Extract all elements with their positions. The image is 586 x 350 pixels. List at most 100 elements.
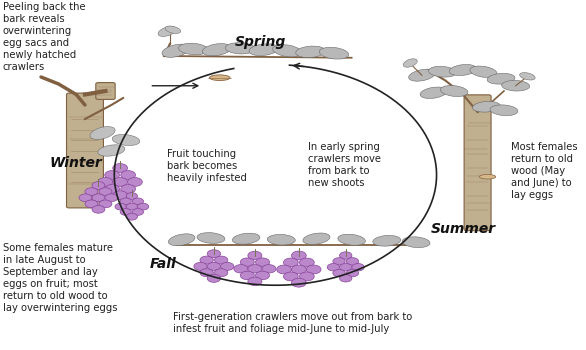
Circle shape [98, 177, 113, 186]
Circle shape [262, 265, 276, 273]
Text: Summer: Summer [431, 222, 496, 236]
Circle shape [248, 251, 262, 260]
Ellipse shape [403, 59, 417, 67]
Circle shape [126, 203, 138, 210]
Ellipse shape [90, 127, 115, 139]
Circle shape [115, 203, 126, 210]
Text: First-generation crawlers move out from bark to
infest fruit and foliage mid-Jun: First-generation crawlers move out from … [173, 312, 412, 334]
Ellipse shape [440, 85, 468, 97]
Circle shape [126, 193, 138, 200]
Circle shape [113, 191, 128, 199]
Ellipse shape [168, 234, 195, 246]
Ellipse shape [267, 234, 295, 245]
Circle shape [132, 209, 144, 215]
Circle shape [339, 264, 352, 271]
Text: Spring: Spring [234, 35, 285, 49]
Circle shape [220, 262, 234, 270]
Ellipse shape [112, 134, 140, 146]
Circle shape [99, 188, 112, 196]
Circle shape [248, 265, 262, 273]
Ellipse shape [520, 72, 535, 80]
Circle shape [79, 194, 92, 202]
Circle shape [113, 177, 128, 186]
Circle shape [85, 188, 98, 196]
Circle shape [284, 272, 298, 281]
Ellipse shape [165, 26, 180, 34]
Circle shape [105, 194, 118, 202]
Circle shape [132, 198, 144, 205]
Circle shape [255, 258, 270, 266]
Text: In early spring
crawlers move
from bark to
new shoots: In early spring crawlers move from bark … [308, 142, 381, 188]
Ellipse shape [472, 102, 500, 112]
Text: Fruit touching
bark becomes
heavily infested: Fruit touching bark becomes heavily infe… [167, 149, 247, 183]
Circle shape [291, 265, 306, 274]
Ellipse shape [202, 44, 231, 56]
Circle shape [240, 258, 254, 266]
Ellipse shape [249, 44, 278, 56]
Circle shape [200, 256, 213, 264]
Circle shape [306, 265, 321, 274]
Circle shape [207, 262, 220, 270]
Circle shape [277, 265, 291, 274]
Circle shape [138, 203, 149, 210]
Ellipse shape [162, 44, 190, 57]
Circle shape [105, 170, 120, 180]
Ellipse shape [272, 45, 302, 57]
Ellipse shape [303, 233, 330, 244]
Circle shape [99, 200, 112, 208]
Ellipse shape [502, 80, 530, 91]
Circle shape [121, 170, 135, 180]
Ellipse shape [420, 87, 447, 98]
Circle shape [352, 264, 364, 271]
Circle shape [339, 252, 352, 259]
Ellipse shape [98, 145, 125, 156]
Circle shape [299, 272, 314, 281]
Circle shape [120, 198, 131, 205]
Text: Fall: Fall [149, 257, 176, 271]
Ellipse shape [179, 43, 208, 55]
Circle shape [85, 200, 98, 208]
FancyBboxPatch shape [96, 83, 115, 99]
Circle shape [113, 163, 128, 173]
Circle shape [299, 258, 314, 267]
Circle shape [346, 270, 359, 277]
Ellipse shape [232, 233, 260, 244]
Ellipse shape [449, 64, 477, 76]
Circle shape [92, 194, 105, 202]
Circle shape [126, 214, 138, 220]
Text: Some females mature
in late August to
September and lay
eggs on fruit; most
retu: Some females mature in late August to Se… [3, 243, 117, 313]
Circle shape [291, 278, 306, 287]
Circle shape [333, 270, 345, 277]
Ellipse shape [490, 105, 518, 116]
Circle shape [327, 264, 339, 271]
Circle shape [105, 184, 120, 193]
Circle shape [346, 258, 359, 265]
Ellipse shape [225, 43, 255, 54]
Circle shape [339, 275, 352, 282]
Circle shape [92, 182, 105, 189]
Ellipse shape [479, 174, 496, 179]
Ellipse shape [428, 66, 456, 77]
Ellipse shape [402, 237, 430, 247]
Text: Most females
return to old
wood (May
and June) to
lay eggs: Most females return to old wood (May and… [511, 142, 578, 200]
Ellipse shape [470, 66, 497, 77]
Ellipse shape [197, 233, 225, 243]
Ellipse shape [373, 236, 401, 246]
Circle shape [240, 271, 254, 280]
Circle shape [234, 265, 248, 273]
FancyBboxPatch shape [464, 95, 491, 231]
Circle shape [333, 258, 345, 265]
Circle shape [248, 277, 262, 286]
Circle shape [128, 177, 142, 186]
Circle shape [207, 274, 220, 282]
Ellipse shape [487, 74, 515, 84]
Ellipse shape [210, 75, 230, 80]
Text: Winter: Winter [50, 156, 103, 170]
FancyBboxPatch shape [66, 93, 103, 208]
Circle shape [255, 271, 270, 280]
Circle shape [121, 184, 135, 193]
Text: Peeling back the
bark reveals
overwintering
egg sacs and
newly hatched
crawlers: Peeling back the bark reveals overwinter… [3, 2, 86, 72]
Circle shape [120, 209, 131, 215]
Circle shape [214, 269, 228, 277]
Circle shape [284, 258, 298, 267]
